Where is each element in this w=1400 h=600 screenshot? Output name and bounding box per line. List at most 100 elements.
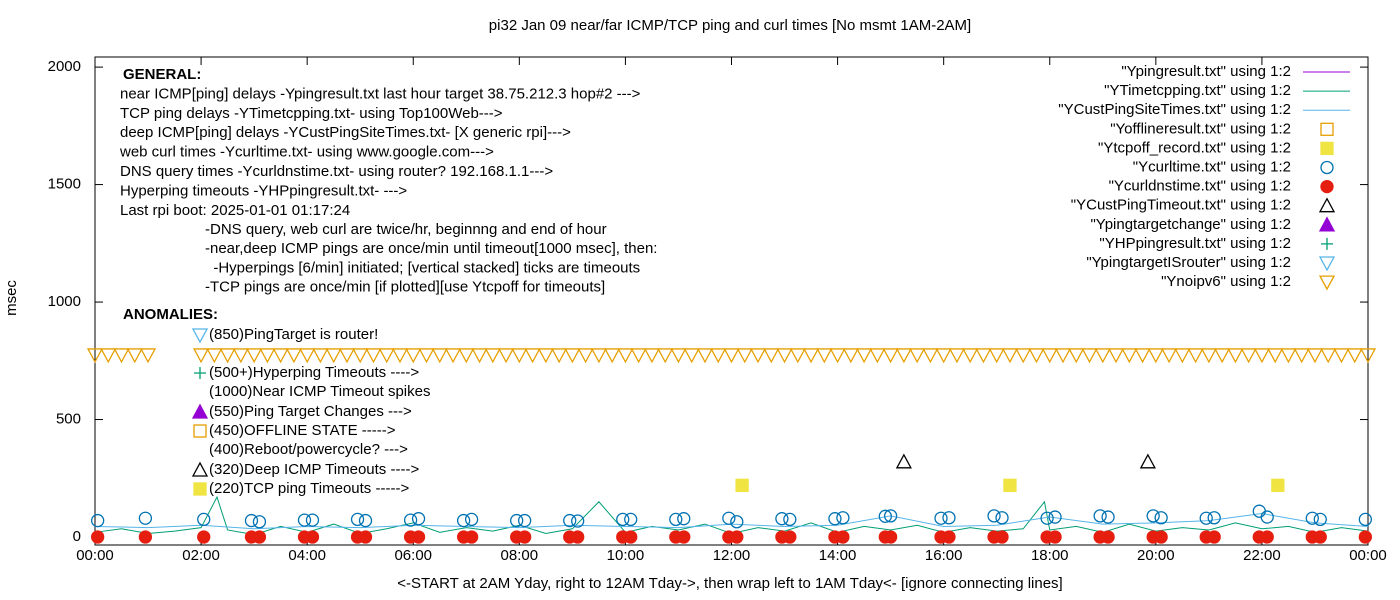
data-point bbox=[1028, 348, 1045, 364]
data-point bbox=[922, 348, 939, 364]
data-point bbox=[444, 348, 462, 364]
data-point bbox=[624, 530, 638, 544]
plot-data bbox=[86, 348, 1377, 544]
legend-label: "YCustPingSiteTimes.txt" using 1:2 bbox=[1058, 101, 1291, 118]
data-point bbox=[305, 513, 320, 527]
data-point bbox=[1121, 348, 1138, 364]
data-point bbox=[252, 530, 267, 544]
x-tick-label: 20:00 bbox=[1137, 547, 1175, 564]
data-point bbox=[297, 513, 312, 527]
legend-label: "YHPpingresult.txt" using 1:2 bbox=[1099, 235, 1291, 252]
y-tick-label: 500 bbox=[56, 411, 81, 428]
legend-swatch bbox=[1318, 197, 1336, 213]
data-point bbox=[1313, 512, 1327, 527]
data-point bbox=[1214, 348, 1231, 364]
annotation-text: Hyperping timeouts -YHPpingresult.txt- -… bbox=[120, 182, 407, 199]
y-axis-label: msec bbox=[3, 280, 20, 316]
data-point bbox=[1154, 511, 1168, 525]
data-point bbox=[730, 530, 744, 544]
data-point bbox=[1154, 530, 1168, 544]
data-point bbox=[643, 348, 661, 364]
data-point bbox=[677, 512, 691, 526]
data-point bbox=[350, 512, 365, 527]
data-point bbox=[564, 348, 581, 364]
chart-title: pi32 Jan 09 near/far ICMP/TCP ping and c… bbox=[489, 17, 971, 34]
legend-swatch bbox=[1318, 216, 1336, 232]
data-point bbox=[948, 348, 966, 364]
data-point bbox=[1207, 530, 1221, 544]
data-point bbox=[285, 348, 302, 364]
data-point bbox=[988, 348, 1005, 364]
data-point bbox=[934, 511, 948, 525]
data-point bbox=[577, 348, 594, 364]
data-point bbox=[259, 348, 276, 364]
data-point bbox=[497, 348, 515, 364]
data-point bbox=[232, 348, 249, 364]
data-point bbox=[624, 512, 638, 527]
x-tick-label: 22:00 bbox=[1243, 547, 1281, 564]
annotation-symbol bbox=[194, 367, 206, 379]
data-point bbox=[192, 348, 210, 364]
data-point bbox=[1359, 348, 1377, 364]
data-point bbox=[1207, 511, 1221, 525]
y-tick-label: 1500 bbox=[48, 176, 81, 193]
data-point bbox=[802, 348, 820, 364]
data-point bbox=[219, 348, 236, 364]
data-point bbox=[1240, 348, 1257, 364]
data-point bbox=[411, 530, 426, 544]
data-point bbox=[571, 514, 585, 528]
y-tick-label: 1000 bbox=[48, 293, 81, 310]
data-point bbox=[722, 511, 736, 525]
data-point bbox=[962, 348, 979, 364]
data-point bbox=[783, 530, 797, 544]
data-point bbox=[325, 348, 342, 364]
data-point bbox=[749, 348, 767, 364]
data-point bbox=[1227, 348, 1244, 364]
annotation-text: (320)Deep ICMP Timeouts ----> bbox=[209, 461, 419, 478]
annotation-text: (500+)Hyperping Timeouts ----> bbox=[209, 364, 419, 381]
x-tick-label: 14:00 bbox=[819, 547, 857, 564]
data-point bbox=[590, 348, 607, 364]
data-point bbox=[828, 512, 842, 526]
data-point bbox=[139, 348, 157, 364]
data-point bbox=[736, 348, 753, 364]
x-tick-label: 00:00 bbox=[76, 547, 114, 564]
data-point bbox=[735, 478, 749, 492]
data-point bbox=[710, 348, 727, 364]
data-point bbox=[1094, 348, 1111, 364]
data-point bbox=[471, 348, 488, 364]
data-point bbox=[358, 513, 373, 528]
data-point bbox=[883, 530, 898, 544]
annotation-text: TCP ping delays -YTimetcpping.txt- using… bbox=[120, 105, 503, 122]
annotation-text: Last rpi boot: 2025-01-01 01:17:24 bbox=[120, 202, 350, 219]
data-point bbox=[816, 348, 833, 364]
data-point bbox=[878, 509, 892, 523]
data-point bbox=[352, 348, 369, 364]
annotation-text: -Hyperpings [6/min] initiated; [vertical… bbox=[205, 259, 640, 276]
x-tick-label: 12:00 bbox=[713, 547, 751, 564]
annotation-text: -near,deep ICMP pings are once/min until… bbox=[205, 240, 657, 257]
data-point bbox=[895, 453, 912, 469]
section-heading: ANOMALIES: bbox=[123, 306, 218, 323]
data-point bbox=[1146, 509, 1160, 523]
legend-label: "Ytcpoff_record.txt" using 1:2 bbox=[1098, 139, 1291, 156]
data-point bbox=[1253, 348, 1271, 364]
section-heading: GENERAL: bbox=[123, 66, 201, 83]
data-point bbox=[338, 348, 356, 364]
data-point bbox=[1271, 478, 1285, 492]
data-point bbox=[975, 348, 992, 364]
series-line bbox=[94, 513, 1369, 530]
data-point bbox=[1048, 510, 1062, 524]
x-tick-label: 16:00 bbox=[925, 547, 963, 564]
legend-swatch bbox=[1318, 275, 1336, 291]
legend-swatch bbox=[1320, 122, 1334, 136]
data-point bbox=[836, 530, 850, 544]
annotation-text: (450)OFFLINE STATE -----> bbox=[209, 422, 396, 439]
annotation-text: (1000)Near ICMP Timeout spikes bbox=[209, 383, 430, 400]
data-point bbox=[616, 512, 630, 527]
x-tick-label: 10:00 bbox=[607, 547, 645, 564]
data-point bbox=[403, 513, 418, 527]
data-point bbox=[1081, 348, 1098, 364]
data-point bbox=[1134, 348, 1151, 364]
x-tick-label: 08:00 bbox=[501, 547, 539, 564]
